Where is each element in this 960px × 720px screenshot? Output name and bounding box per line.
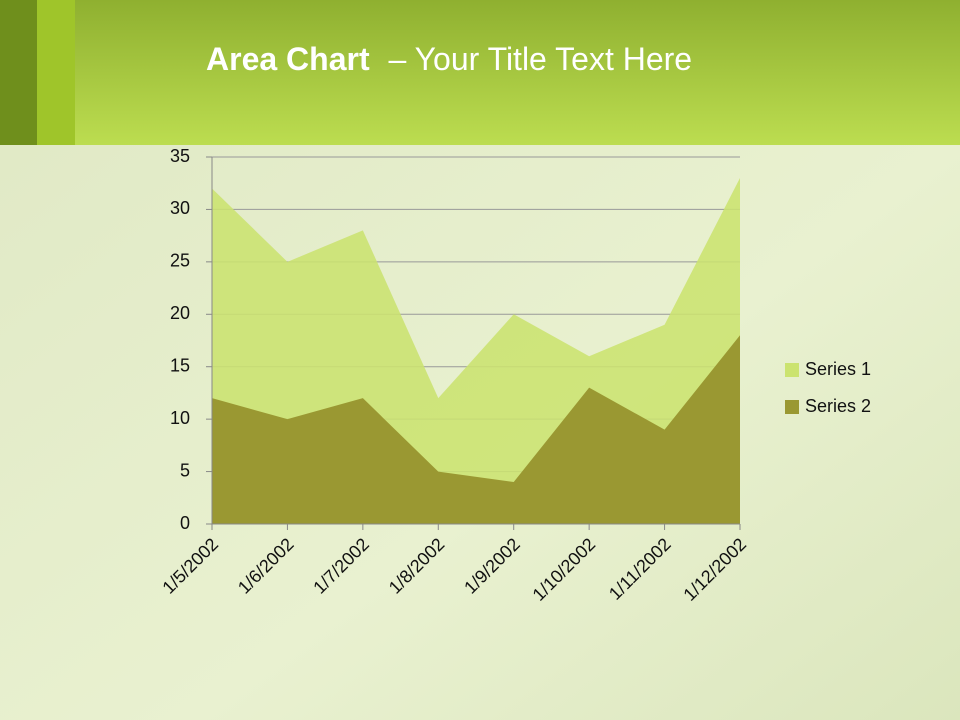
y-tick-label: 10	[170, 408, 190, 428]
title-band	[0, 0, 960, 145]
y-tick-label: 15	[170, 355, 190, 375]
stripe	[0, 0, 37, 145]
legend-label: Series 2	[805, 396, 871, 416]
y-tick-label: 0	[180, 513, 190, 533]
legend-swatch	[785, 363, 799, 377]
y-tick-label: 20	[170, 303, 190, 323]
y-tick-label: 35	[170, 146, 190, 166]
title-emphasis: Area Chart	[206, 41, 370, 77]
legend-label: Series 1	[805, 359, 871, 379]
y-tick-label: 30	[170, 198, 190, 218]
area	[212, 335, 740, 524]
title: Area Chart – Your Title Text Here	[206, 41, 692, 77]
y-tick-label: 5	[180, 460, 190, 480]
title-text: – Your Title Text Here	[389, 41, 693, 77]
stripe	[37, 0, 75, 145]
legend-swatch	[785, 400, 799, 414]
y-tick-label: 25	[170, 251, 190, 271]
